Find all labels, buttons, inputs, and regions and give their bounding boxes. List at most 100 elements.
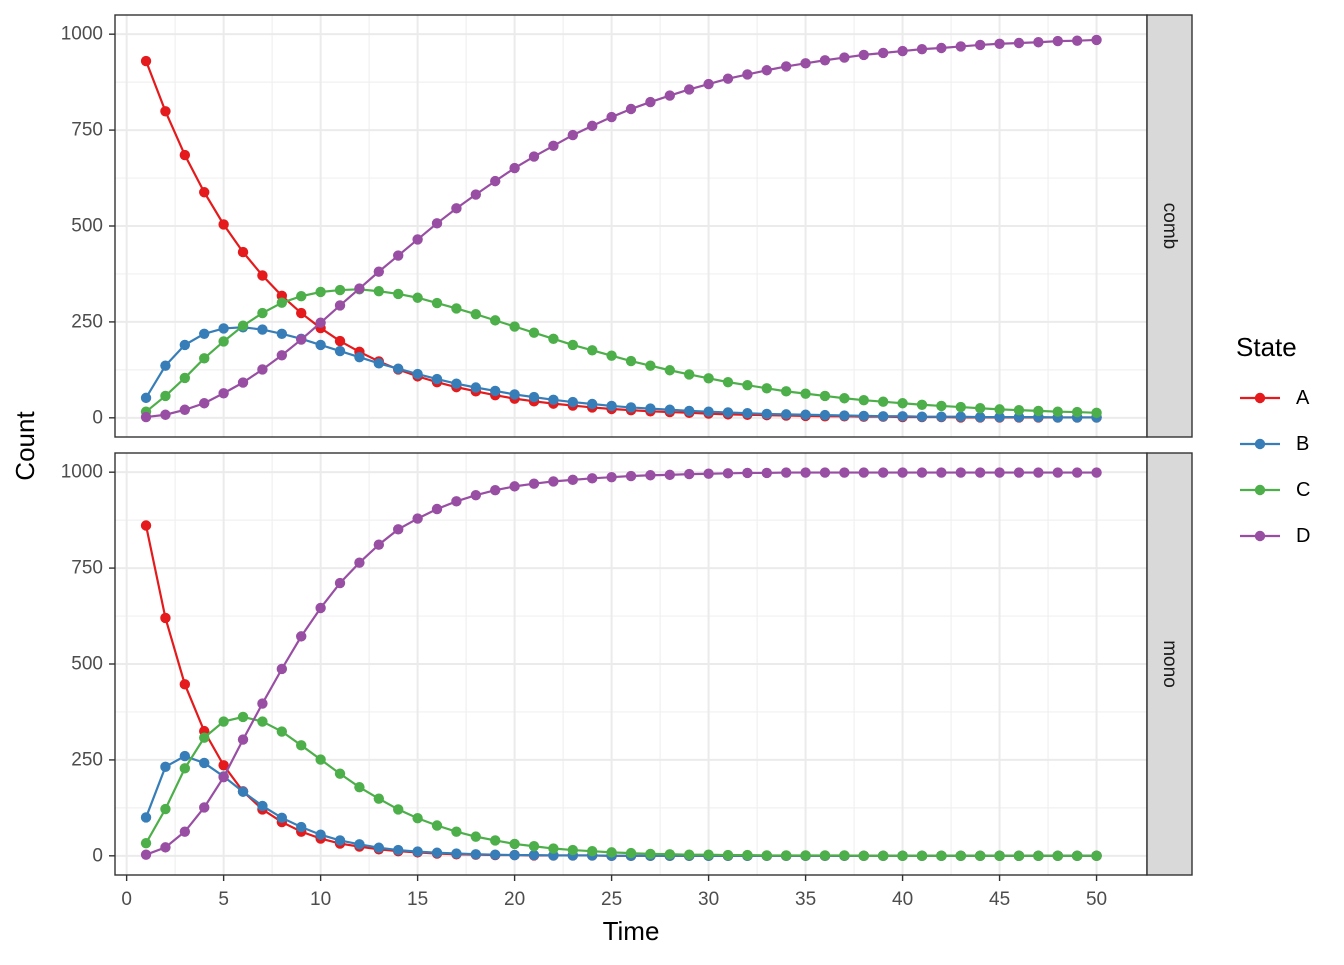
data-point-D (470, 189, 482, 200)
data-point-C (1091, 407, 1102, 419)
data-point-C (276, 297, 288, 308)
y-tick-label: 1000 (61, 24, 103, 45)
data-point-C (412, 292, 423, 303)
y-tick-label: 750 (71, 558, 103, 579)
data-point-D (412, 234, 423, 245)
data-point-D (742, 69, 753, 80)
data-point-D (587, 120, 598, 132)
data-point-C (897, 850, 908, 862)
data-point-B (819, 409, 831, 421)
data-point-C (373, 286, 385, 297)
data-point-C (1013, 850, 1025, 862)
data-point-D (1033, 37, 1044, 48)
x-tick-label: 0 (121, 889, 132, 910)
data-point-B (490, 385, 501, 397)
data-point-C (257, 307, 268, 319)
data-point-D (994, 467, 1005, 478)
data-point-C (412, 813, 423, 824)
data-point-B (703, 406, 714, 417)
data-point-C (936, 400, 947, 412)
data-point-D (858, 467, 869, 478)
data-point-B (199, 757, 210, 769)
data-point-B (218, 323, 229, 334)
data-point-B (140, 392, 152, 404)
data-point-C (916, 850, 928, 862)
data-point-C (237, 711, 249, 723)
data-point-D (742, 467, 753, 479)
x-tick-label: 50 (1086, 889, 1107, 910)
x-tick-label: 20 (504, 889, 525, 910)
data-point-B (296, 821, 307, 833)
data-point-A (257, 270, 268, 281)
data-point-C (276, 726, 288, 737)
data-point-C (683, 369, 695, 380)
data-point-D (179, 404, 191, 415)
data-point-B (354, 352, 365, 363)
legend-label: A (1296, 387, 1310, 409)
data-point-B (451, 378, 462, 389)
data-point-B (276, 328, 288, 340)
data-point-B (276, 812, 288, 824)
data-point-B (431, 847, 443, 858)
data-point-B (490, 849, 501, 860)
data-point-D (936, 42, 947, 54)
data-point-C (587, 846, 598, 857)
data-point-D (431, 218, 443, 229)
data-point-C (1033, 405, 1044, 417)
data-point-B (431, 373, 443, 385)
legend: State A B C D (1236, 332, 1310, 547)
data-point-D (664, 90, 675, 101)
data-point-D (431, 503, 443, 515)
data-point-D (257, 364, 268, 375)
data-point-D (218, 771, 229, 783)
data-point-C (470, 309, 482, 320)
data-point-C (897, 398, 908, 409)
data-point-C (470, 831, 482, 842)
legend-item-C: C (1240, 479, 1310, 501)
data-point-C (490, 835, 501, 846)
data-point-B (451, 848, 462, 859)
data-point-C (1052, 406, 1063, 417)
data-point-C (587, 345, 598, 356)
data-point-D (683, 468, 695, 480)
data-point-C (257, 716, 268, 727)
data-point-D (877, 467, 889, 478)
data-point-B (179, 339, 191, 351)
data-point-B (393, 363, 404, 374)
data-point-D (237, 377, 249, 388)
data-point-D (354, 557, 365, 568)
data-point-B (858, 410, 869, 422)
data-point-C (936, 850, 947, 862)
data-point-B (393, 844, 404, 856)
data-point-D (800, 58, 811, 69)
data-point-C (858, 394, 869, 406)
data-point-A (160, 106, 171, 117)
data-point-D (334, 577, 346, 589)
data-point-D (140, 849, 152, 860)
data-point-D (393, 250, 404, 261)
data-point-B (315, 339, 326, 351)
data-point-B (528, 391, 540, 403)
data-point-C (645, 360, 656, 371)
data-point-A (296, 307, 307, 319)
legend-key-point (1254, 484, 1266, 496)
panels-layer: comb 0 250 500 750 1000 mono 0 250 500 750 1000 0 5 10… (61, 14, 1193, 910)
data-point-D (819, 55, 831, 66)
data-point-B (257, 324, 268, 335)
data-point-D (858, 49, 869, 61)
data-point-D (897, 45, 908, 57)
data-point-C (199, 353, 210, 364)
data-point-D (664, 469, 675, 481)
data-point-C (431, 297, 443, 309)
legend-key-point (1254, 438, 1266, 450)
data-point-D (839, 467, 850, 478)
panel-mono: mono 0 250 500 750 1000 0 5 10 15 20 25 30 35 40 45 50 (61, 452, 1193, 910)
legend-items: A B C D (1240, 387, 1310, 547)
x-tick-label: 40 (892, 889, 913, 910)
data-point-C (625, 355, 637, 367)
data-point-D (567, 474, 579, 486)
data-point-C (218, 336, 229, 347)
data-point-D (315, 317, 326, 328)
data-point-B (664, 404, 675, 415)
